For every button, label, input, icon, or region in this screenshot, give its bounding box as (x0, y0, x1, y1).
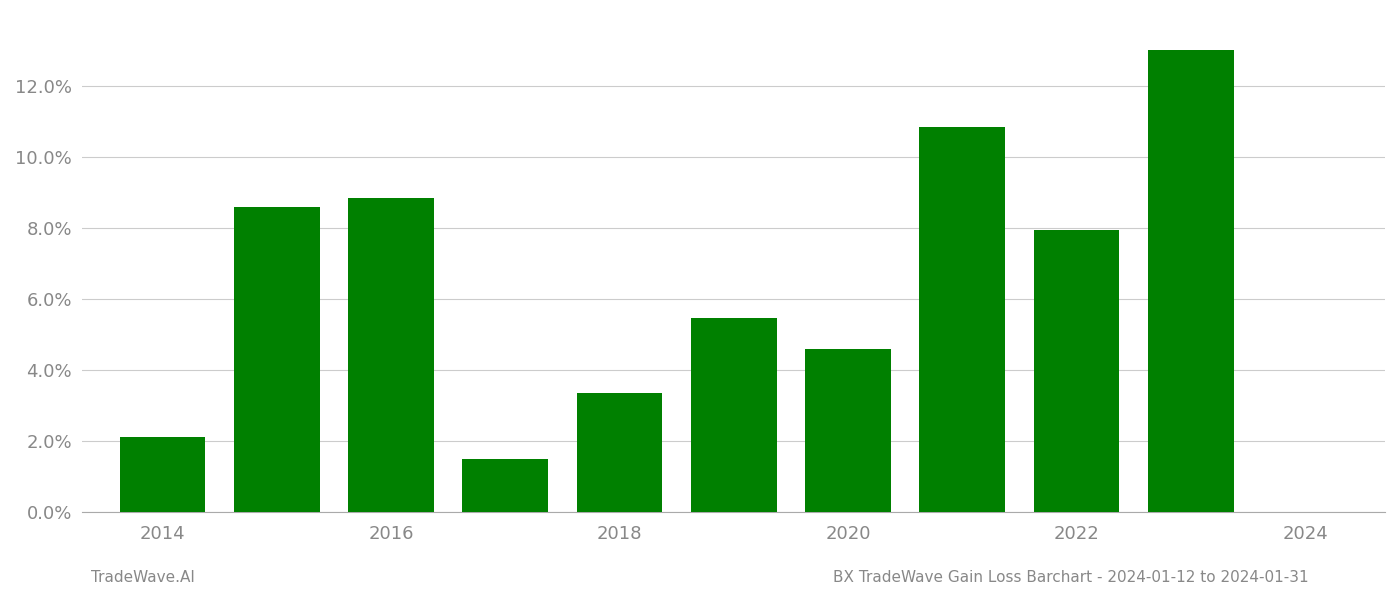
Bar (690, 319, 777, 512)
Bar (577, 393, 662, 512)
Bar (920, 127, 1005, 512)
Bar (1033, 230, 1120, 512)
Bar (462, 458, 547, 512)
Bar (805, 349, 890, 512)
Bar (1148, 50, 1233, 512)
Text: BX TradeWave Gain Loss Barchart - 2024-01-12 to 2024-01-31: BX TradeWave Gain Loss Barchart - 2024-0… (833, 570, 1309, 585)
Text: TradeWave.AI: TradeWave.AI (91, 570, 195, 585)
Bar (349, 198, 434, 512)
Bar (119, 437, 206, 512)
Bar (234, 206, 319, 512)
